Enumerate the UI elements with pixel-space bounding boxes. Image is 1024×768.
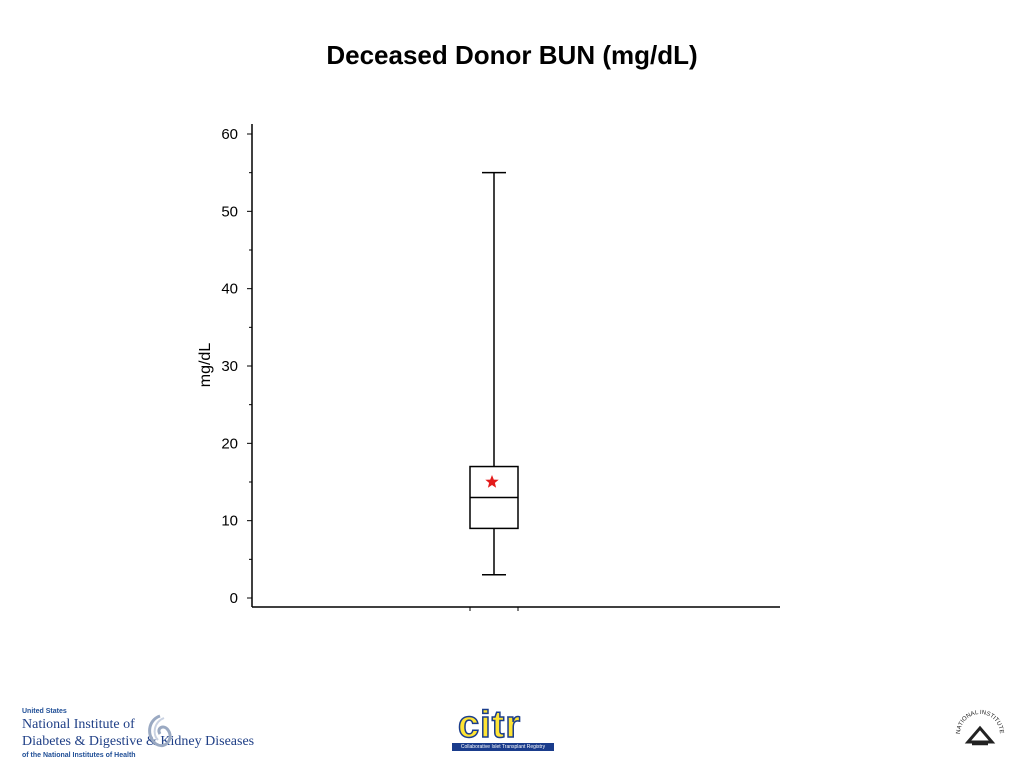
boxes (469, 171, 519, 611)
y-axis-label: mg/dL (197, 343, 214, 388)
citr-tagline: Collaborative Islet Transplant Registry (460, 744, 546, 750)
y-tick-label-40: 40 (221, 281, 238, 298)
y-tick-label-0: 0 (230, 590, 238, 607)
niddk-line3: Diabetes & Digestive & Kidney Diseases (22, 734, 255, 749)
nih-seal-icon: NATIONAL INSTITUTES OF HEALTH (952, 704, 1004, 746)
y-tick-label-60: 60 (221, 126, 238, 143)
y-tick-label-50: 50 (221, 203, 238, 220)
axes (251, 124, 780, 608)
niddk-swirl-icon (148, 714, 172, 747)
niddk-line2: National Institute of (22, 717, 135, 732)
y-ticks: 0 10 20 30 40 50 60 (221, 126, 252, 607)
chart-title: Deceased Donor BUN (mg/dL) (326, 40, 698, 70)
citr-logo: citr Collaborative Islet Transplant Regi… (452, 703, 556, 756)
mean-marker (485, 475, 499, 488)
citr-bar (452, 743, 554, 751)
y-tick-label-20: 20 (221, 435, 238, 452)
box-plot-chart: 0 10 20 30 40 50 60 mg/dL (197, 124, 780, 611)
y-tick-label-10: 10 (221, 513, 238, 530)
y-tick-label-30: 30 (221, 358, 238, 375)
niddk-logo: United States National Institute of Diab… (22, 708, 262, 764)
niddk-line4: of the National Institutes of Health (22, 752, 136, 759)
citr-wordmark: citr (457, 703, 522, 747)
box-0 (469, 171, 519, 611)
niddk-line1: United States (22, 708, 67, 715)
